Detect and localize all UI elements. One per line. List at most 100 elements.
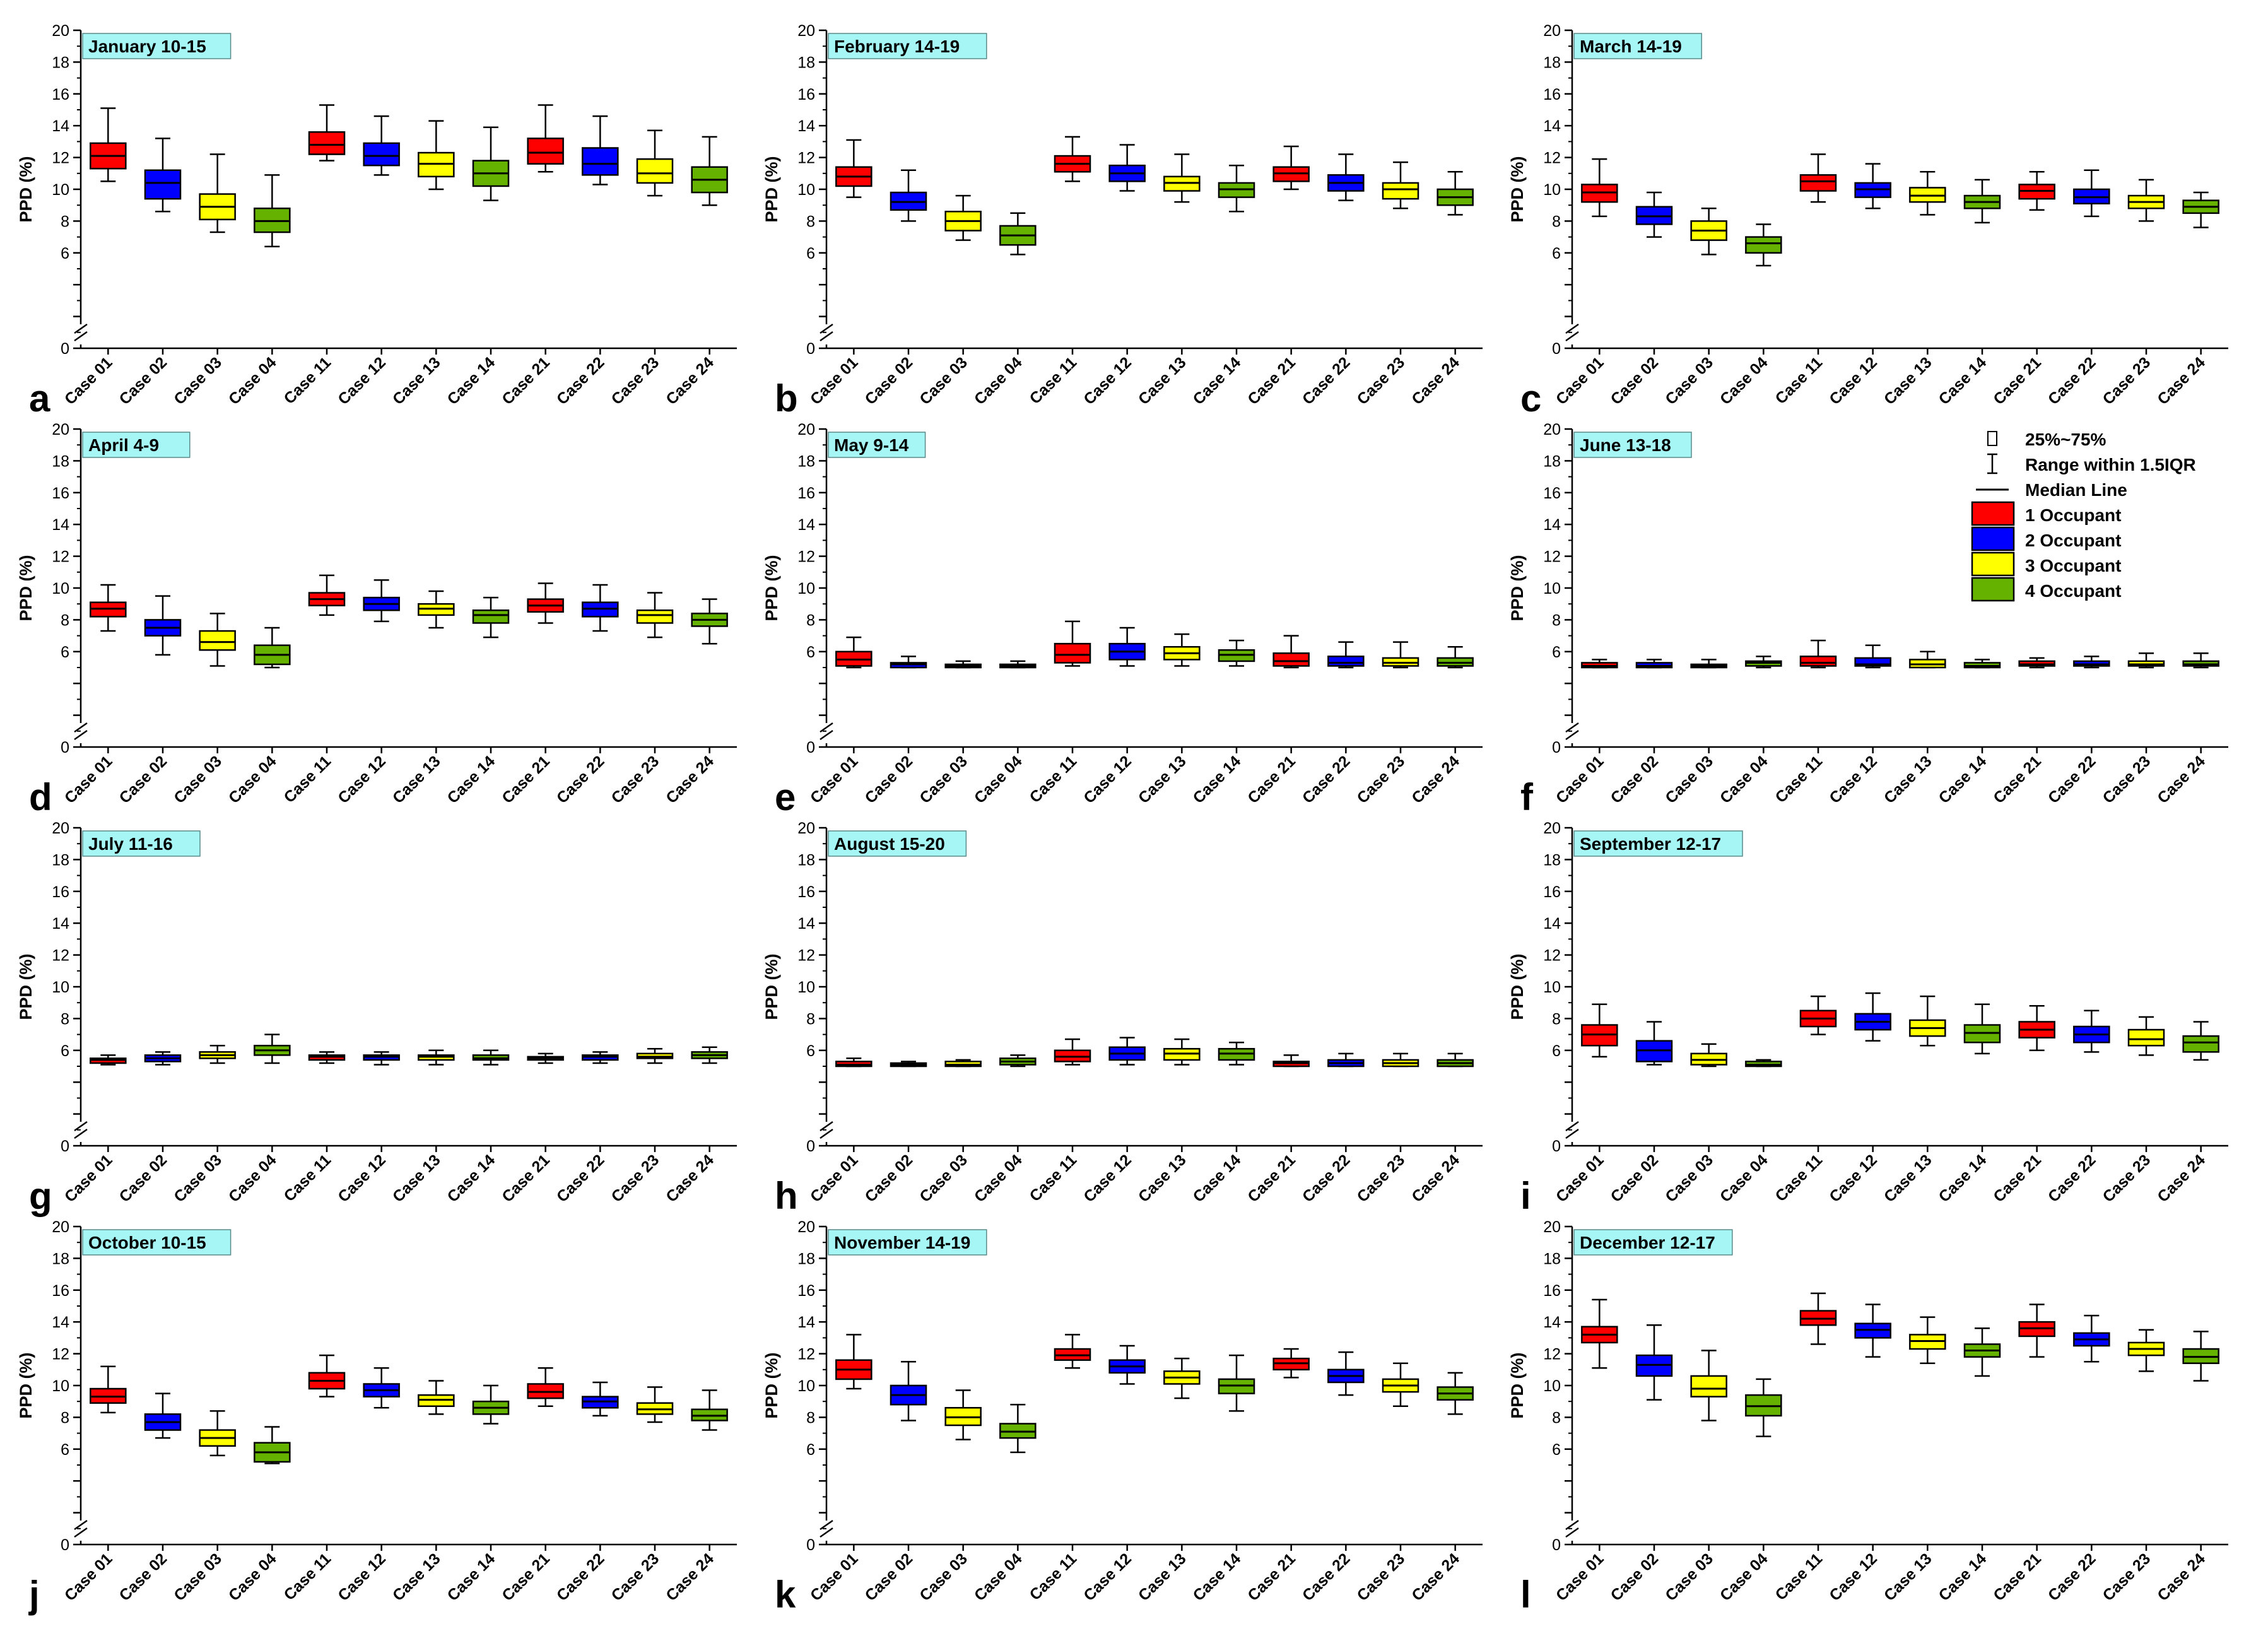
y-tick-label: 6	[1552, 1441, 1561, 1459]
x-tick-label: Case 22	[2045, 1151, 2100, 1206]
box-case-22	[2073, 1009, 2110, 1053]
box-case-13	[1909, 1316, 1946, 1364]
y-tick-label: 8	[61, 1409, 69, 1427]
y-tick-label: 0	[1552, 1138, 1561, 1155]
box-case-13	[1909, 171, 1946, 216]
y-tick-label: 10	[1543, 580, 1561, 597]
y-tick-label: 18	[52, 1250, 69, 1268]
y-tick-label: 10	[52, 181, 69, 199]
legend: 25%~75% Range within 1.5IQR Median Line 1 O…	[1971, 430, 2196, 602]
y-tick-label: 6	[61, 644, 69, 661]
x-tick-label: Case 11	[1772, 752, 1826, 806]
x-tick-label: Case 21	[498, 752, 553, 807]
y-tick-label: 6	[61, 1042, 69, 1060]
iqr-box	[1054, 642, 1091, 664]
x-tick-label: Case 11	[281, 1550, 335, 1604]
box-case-02	[890, 1061, 927, 1068]
box-case-14	[1218, 1354, 1255, 1412]
x-tick-label: Case 24	[2154, 1151, 2209, 1206]
panel-letter: g	[29, 1175, 52, 1217]
box-case-11	[1799, 1292, 1837, 1345]
axis-break-mark	[820, 1527, 833, 1538]
box-case-12	[363, 579, 400, 623]
x-tick-label: Case 22	[2045, 353, 2100, 408]
box-case-21	[1272, 1054, 1310, 1068]
y-tick-label: 12	[797, 150, 815, 167]
axis-break-mark	[74, 1519, 88, 1531]
axis-break-mark	[820, 729, 833, 741]
axis-break-gap	[73, 324, 88, 344]
axis-break-mark	[820, 1121, 833, 1132]
x-tick-label: Case 02	[862, 752, 917, 807]
box-case-04	[999, 212, 1037, 256]
y-axis-title: PPD (%)	[762, 1352, 781, 1418]
y-tick-label: 20	[797, 22, 815, 40]
x-tick-label: Case 01	[61, 752, 116, 807]
x-tick-label: Case 01	[61, 1550, 116, 1604]
box-case-23	[2127, 1016, 2165, 1056]
y-tick-label: 16	[1543, 883, 1561, 901]
legend-label: 4 Occupant	[2025, 581, 2121, 601]
box-case-14	[472, 1049, 510, 1066]
x-tick-label: Case 21	[1990, 752, 2045, 807]
box-case-14	[472, 1384, 510, 1425]
x-tick-label: Case 04	[225, 353, 280, 408]
box-case-24	[691, 136, 728, 206]
box-case-01	[90, 1054, 127, 1066]
box-case-04	[1745, 656, 1782, 669]
x-tick-label: Case 02	[1607, 1550, 1662, 1604]
y-tick-label: 16	[52, 86, 69, 103]
box-case-23	[2127, 652, 2165, 669]
x-tick-label: Case 01	[1553, 1550, 1607, 1604]
y-tick-label: 16	[1543, 86, 1561, 103]
box-case-23	[1382, 1362, 1419, 1408]
x-tick-label: Case 24	[2154, 353, 2209, 408]
box-case-03	[944, 194, 982, 241]
box-case-24	[2182, 191, 2219, 228]
x-tick-label: Case 03	[916, 752, 971, 807]
y-tick-label: 12	[52, 1346, 69, 1363]
y-tick-label: 14	[52, 516, 69, 534]
box-case-13	[418, 120, 455, 191]
box-case-02	[1635, 659, 1673, 669]
x-tick-label: Case 22	[2045, 752, 2100, 807]
box-case-13	[1163, 1357, 1201, 1399]
y-tick-label: 0	[1552, 739, 1561, 756]
iqr-box	[1799, 656, 1837, 667]
box-case-22	[582, 1381, 619, 1417]
box-case-24	[2182, 1021, 2219, 1061]
y-tick-label: 20	[797, 421, 815, 438]
box-case-21	[1272, 1348, 1310, 1379]
panel-letter: a	[29, 377, 50, 420]
box-case-02	[890, 656, 927, 669]
iqr-box	[363, 142, 400, 167]
axis-break-mark	[1565, 331, 1579, 342]
y-tick-label: 18	[1543, 54, 1561, 71]
box-case-11	[1054, 620, 1091, 667]
box-case-01	[1581, 659, 1618, 669]
box-case-13	[418, 1380, 455, 1415]
y-tick-label: 6	[1552, 1042, 1561, 1060]
panel-letter: b	[775, 377, 798, 420]
x-tick-label: Case 12	[334, 1550, 389, 1604]
y-tick-label: 20	[52, 421, 69, 438]
y-tick-label: 18	[52, 54, 69, 71]
box-case-11	[1799, 995, 1837, 1035]
y-tick-label: 18	[797, 851, 815, 869]
x-tick-label: Case 21	[1990, 353, 2045, 408]
box-case-03	[199, 153, 236, 233]
box-case-12	[363, 1051, 400, 1066]
x-tick-label: Case 12	[1080, 353, 1135, 408]
y-tick-label: 14	[52, 1314, 69, 1331]
y-tick-label: 6	[1552, 245, 1561, 262]
y-tick-label: 12	[1543, 1346, 1561, 1363]
x-tick-label: Case 04	[1717, 1151, 1772, 1206]
box-case-04	[999, 1403, 1037, 1454]
box-case-24	[1437, 171, 1474, 216]
panel-letter: i	[1520, 1175, 1531, 1217]
panel-letter: j	[28, 1574, 40, 1616]
y-tick-label: 8	[61, 1010, 69, 1028]
